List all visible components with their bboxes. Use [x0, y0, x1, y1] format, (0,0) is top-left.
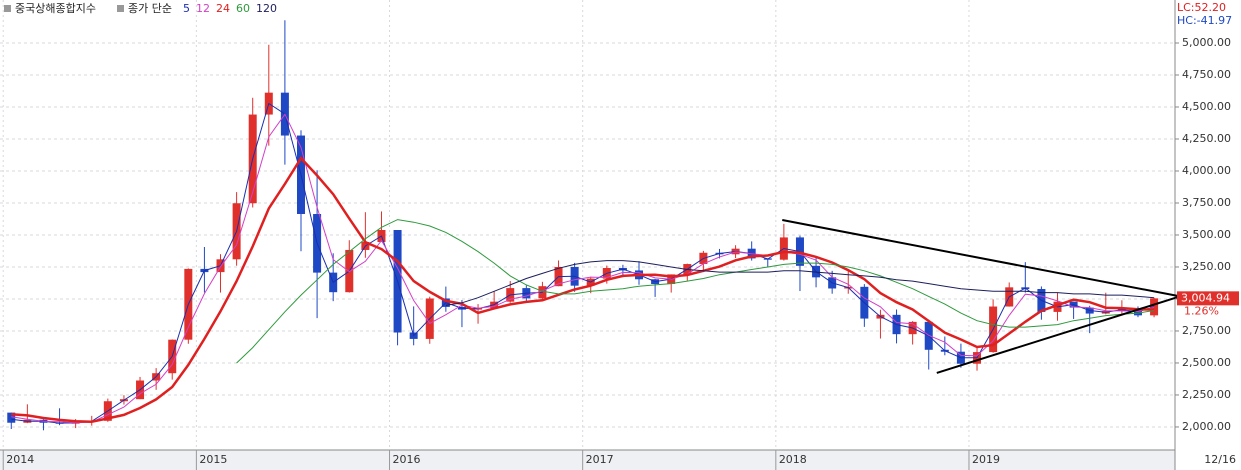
- last-price-label: 3,004.94: [1181, 291, 1230, 304]
- legend-entry: 60: [236, 2, 250, 15]
- legend-entry: 12: [196, 2, 210, 15]
- chart-title: 중국상해종합지수: [15, 1, 96, 15]
- moving-average-line: [11, 102, 1155, 424]
- y-tick-label: 4,000.00: [1182, 164, 1231, 177]
- candle-body: [7, 412, 16, 423]
- x-tick-label: 2019: [972, 453, 1000, 466]
- x-tick-label: 2018: [779, 453, 807, 466]
- moving-average-line: [445, 260, 1155, 306]
- y-tick-label: 2,250.00: [1182, 388, 1231, 401]
- change-label: 1.26%: [1184, 304, 1219, 317]
- legend-entry: 120: [256, 2, 277, 15]
- y-tick-label: 3,250.00: [1182, 260, 1231, 273]
- moving-average-line: [11, 113, 1155, 424]
- y-tick-label: 2,500.00: [1182, 356, 1231, 369]
- marks: [7, 20, 1179, 431]
- y-tick-label: 3,500.00: [1182, 228, 1231, 241]
- legend-entry: 5: [183, 2, 190, 15]
- y-tick-label: 2,000.00: [1182, 420, 1231, 433]
- y-tick-label: 4,750.00: [1182, 68, 1231, 81]
- x-tick-label: 2015: [199, 453, 227, 466]
- grid: [0, 0, 1175, 450]
- moving-average-line: [236, 219, 1155, 364]
- legend-entry: 24: [216, 2, 230, 15]
- y-tick-label: 4,500.00: [1182, 100, 1231, 113]
- trendline: [782, 219, 1179, 298]
- trendline: [936, 295, 1179, 374]
- y-tick-label: 3,750.00: [1182, 196, 1231, 209]
- legend-icon: [117, 5, 124, 12]
- legend-prefix: 종가 단순: [128, 2, 172, 15]
- y-tick-label: 2,750.00: [1182, 324, 1231, 337]
- date-label: 12/16: [1204, 453, 1236, 466]
- y-tick-label: 5,000.00: [1182, 36, 1231, 49]
- last-price-box: [1177, 291, 1239, 306]
- y-tick-label: 4,250.00: [1182, 132, 1231, 145]
- lc-label: LC:52.20: [1177, 1, 1226, 14]
- legend: 중국상해종합지수 종가 단순 5 12 24 60 120: [4, 1, 277, 15]
- hc-label: HC:-41.97: [1177, 14, 1232, 27]
- legend-icon: [4, 5, 11, 12]
- x-axis-strip: [0, 450, 1175, 470]
- x-tick-label: 2017: [586, 453, 614, 466]
- x-tick-label: 2014: [6, 453, 34, 466]
- x-tick-label: 2016: [393, 453, 421, 466]
- moving-average-line: [11, 156, 1155, 424]
